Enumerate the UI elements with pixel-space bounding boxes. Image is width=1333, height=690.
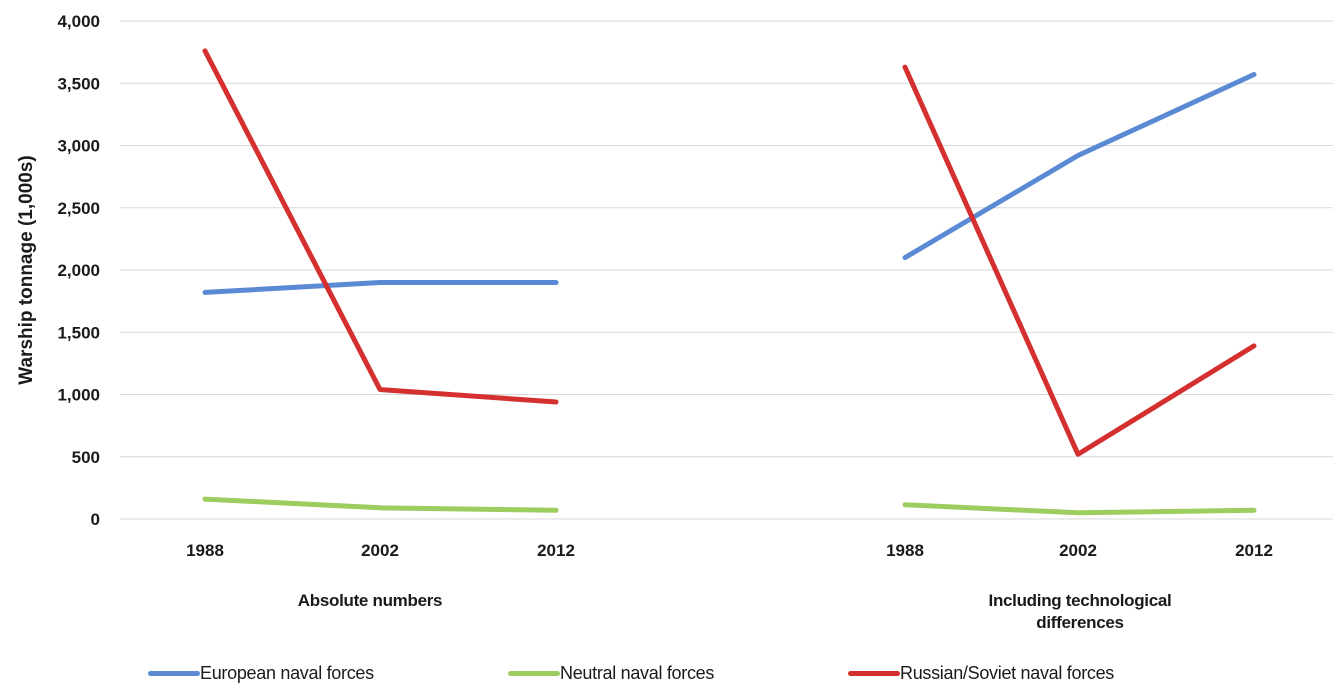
x-tick-label: 1988: [186, 541, 224, 560]
y-tick-label: 0: [91, 510, 100, 529]
legend-swatch-european: [148, 671, 200, 676]
x-tick-label: 2002: [1059, 541, 1097, 560]
legend-swatch-russian: [848, 671, 900, 676]
legend-label-european: European naval forces: [200, 663, 374, 683]
y-tick-label: 4,000: [57, 12, 100, 31]
chart: 05001,0001,5002,0002,5003,0003,5004,000 …: [16, 12, 1333, 560]
panel-label-technological-line1: Including technological: [988, 591, 1172, 610]
series-line: [902, 502, 1257, 516]
y-tick-label: 1,500: [57, 323, 100, 342]
y-tick-label: 3,000: [57, 137, 100, 156]
legend-label-russian: Russian/Soviet naval forces: [900, 663, 1115, 683]
y-tick-label: 2,500: [57, 199, 100, 218]
panel-label-technological: Including technological differences: [930, 590, 1230, 634]
y-axis-ticks: 0 500 1,000 1,500 2,000 2,500 3,000 3,500 4,000: [57, 12, 100, 529]
series-lines: [202, 48, 1257, 516]
series-line: [202, 48, 559, 405]
legend-swatch-neutral: [508, 671, 560, 676]
series-line: [902, 72, 1257, 261]
y-tick-label: 500: [72, 448, 100, 467]
gridlines: [120, 20, 1333, 520]
x-tick-label: 2002: [361, 541, 399, 560]
series-line: [202, 280, 559, 295]
panel-label-absolute: Absolute numbers: [297, 591, 443, 610]
series-line: [202, 496, 559, 513]
legend-label-neutral: Neutral naval forces: [560, 663, 715, 683]
x-tick-label: 2012: [1235, 541, 1273, 560]
series-line: [902, 64, 1257, 457]
y-tick-label: 3,500: [57, 74, 100, 93]
x-axis-ticks: 1988 2002 2012 1988 2002 2012: [186, 541, 1273, 560]
legend: European naval forces Neutral naval forc…: [0, 662, 1333, 690]
x-tick-label: 1988: [886, 541, 924, 560]
y-tick-label: 2,000: [57, 261, 100, 280]
x-tick-label: 2012: [537, 541, 575, 560]
y-axis-label: Warship tonnage (1,000s): [16, 155, 37, 384]
panel-label-technological-line2: differences: [1036, 613, 1124, 632]
y-tick-label: 1,000: [57, 386, 100, 405]
